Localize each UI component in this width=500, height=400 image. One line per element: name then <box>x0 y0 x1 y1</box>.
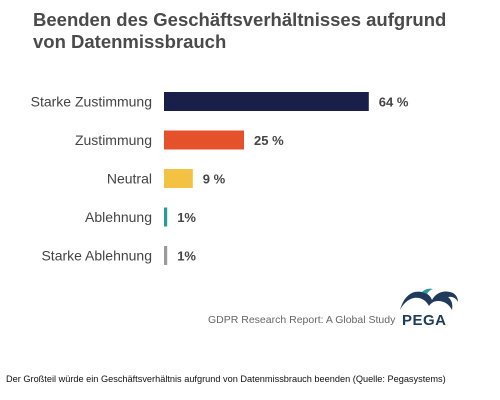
pega-logo <box>398 286 460 330</box>
bar <box>164 207 168 227</box>
bar <box>164 92 369 111</box>
category-label: Starke Zustimmung <box>31 94 152 110</box>
pega-logo-icon <box>400 288 458 310</box>
category-label: Zustimmung <box>75 132 152 148</box>
value-label: 1% <box>177 249 196 264</box>
value-label: 9 % <box>203 172 226 187</box>
pega-logo-text: PEGA <box>402 312 447 329</box>
category-label: Neutral <box>107 171 152 187</box>
category-label: Ablehnung <box>85 209 152 225</box>
bar <box>164 246 168 265</box>
value-label: 64 % <box>379 95 409 110</box>
value-label: 1% <box>177 210 196 225</box>
bar <box>164 169 193 188</box>
bar <box>164 130 244 150</box>
chart-title: Beenden des Geschäftsverhältnisses aufgr… <box>33 9 447 52</box>
figure-caption: Der Großteil würde ein Geschäftsverhältn… <box>6 374 446 384</box>
value-label: 25 % <box>254 133 284 148</box>
bar-chart: Starke Zustimmung 64 % Zustimmung 25 % Neutr… <box>31 92 409 265</box>
category-label: Starke Ablehnung <box>41 248 152 264</box>
source-note: GDPR Research Report: A Global Study <box>208 314 396 326</box>
